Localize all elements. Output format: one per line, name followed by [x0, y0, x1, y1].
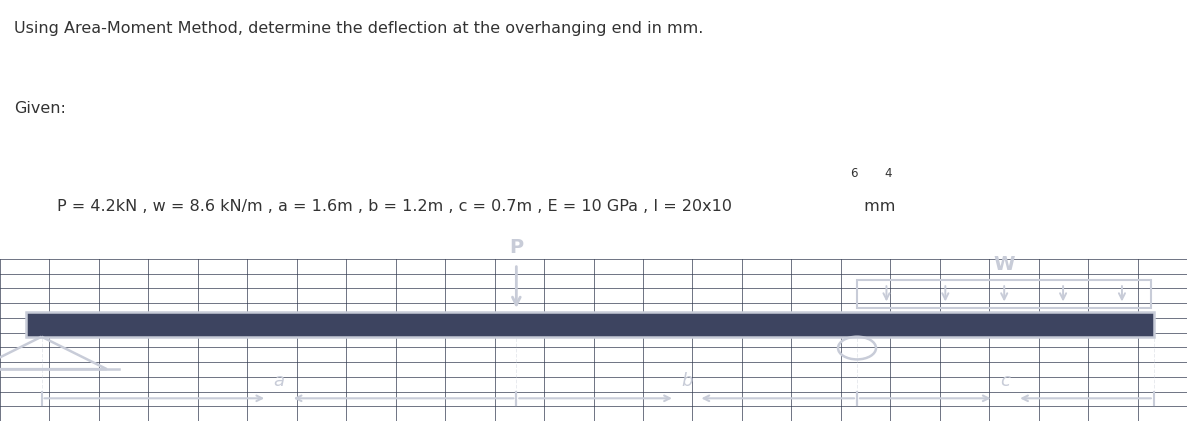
Text: b: b — [681, 372, 692, 390]
Text: a: a — [273, 372, 285, 390]
Bar — [857, 280, 1151, 307]
Bar — [26, 312, 1154, 337]
Text: 4: 4 — [884, 167, 891, 180]
Text: 6: 6 — [850, 167, 857, 180]
Text: W: W — [994, 255, 1015, 274]
Text: P = 4.2kN , w = 8.6 kN/m , a = 1.6m , b = 1.2m , c = 0.7m , E = 10 GPa , I = 20x: P = 4.2kN , w = 8.6 kN/m , a = 1.6m , b … — [57, 199, 732, 214]
Text: c: c — [1001, 372, 1010, 390]
Text: Given:: Given: — [14, 101, 66, 116]
Text: Using Area-Moment Method, determine the deflection at the overhanging end in mm.: Using Area-Moment Method, determine the … — [14, 21, 704, 36]
Text: P: P — [509, 238, 523, 257]
Text: mm: mm — [859, 199, 896, 214]
